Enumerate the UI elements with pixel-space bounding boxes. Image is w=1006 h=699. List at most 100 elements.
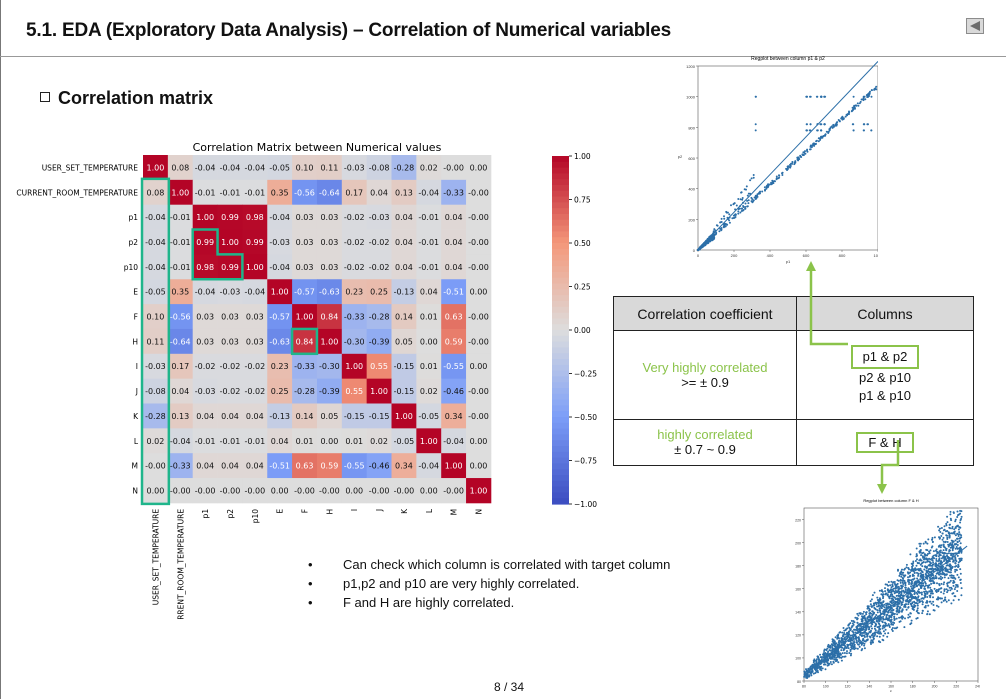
scatter-point <box>863 129 865 132</box>
scatter-point <box>949 589 952 592</box>
scatter-point <box>755 195 758 197</box>
scatter-point <box>852 623 855 626</box>
scatter-point <box>890 620 893 623</box>
previous-slide-button[interactable] <box>966 18 984 34</box>
colorbar-segment <box>552 399 569 406</box>
scatter-point <box>896 591 899 594</box>
scatter-point <box>905 563 908 566</box>
scatter-point <box>907 606 910 608</box>
scatter-point <box>813 143 816 146</box>
heatmap-cell <box>416 304 442 330</box>
heatmap-cell-label: -0.04 <box>145 238 166 247</box>
heatmap-cell <box>192 204 218 230</box>
scatter-point <box>728 213 731 216</box>
heatmap-cell-label: -0.01 <box>220 437 241 446</box>
scatter-point <box>830 657 832 660</box>
heatmap-cell-label: -0.03 <box>145 362 166 371</box>
scatter-point <box>769 183 771 186</box>
scatter-point <box>868 626 871 629</box>
scatter-point <box>754 129 757 132</box>
heatmap-cell-label: 0.03 <box>221 313 239 322</box>
scatter-point <box>728 221 731 224</box>
table-header-coefficient: Correlation coefficient <box>613 296 797 331</box>
heatmap-cell <box>242 328 268 355</box>
scatter-point <box>885 604 888 607</box>
heatmap-cell <box>192 478 218 504</box>
scatter-point <box>902 574 905 577</box>
colorbar-segment <box>552 295 569 302</box>
scatter-point <box>730 204 732 207</box>
heatmap-cell-label: 0.59 <box>445 337 463 346</box>
scatter-point <box>852 620 855 623</box>
scatter-point <box>868 628 871 631</box>
heatmap-cell-label: -0.00 <box>468 337 489 346</box>
scatter-point <box>916 558 918 561</box>
scatter-point <box>928 613 931 616</box>
colorbar-segment <box>552 254 569 261</box>
x-axis-label: p1 <box>786 259 791 264</box>
heatmap-cell <box>267 254 293 280</box>
scatter-point <box>942 599 945 602</box>
heatmap-cell-label: 1.00 <box>196 213 214 222</box>
scatter-point <box>949 549 951 552</box>
scatter-point <box>930 588 932 591</box>
scatter-point <box>866 638 869 641</box>
heatmap-cell <box>292 428 318 454</box>
heatmap-cell-label: -0.04 <box>145 213 166 222</box>
heatmap-cell-label: 0.00 <box>271 486 289 495</box>
scatter-point <box>839 631 842 634</box>
scatter-point <box>862 98 865 101</box>
scatter-point <box>880 632 882 635</box>
heatmap-cell-label: 0.04 <box>246 462 264 471</box>
heatmap-cell-label: -0.04 <box>269 263 290 272</box>
heatmap-cell-label: 0.04 <box>445 263 463 272</box>
heatmap-cell-label: 0.00 <box>345 486 363 495</box>
heatmap-cell <box>192 428 218 454</box>
heatmap-cell-label: -0.01 <box>170 238 191 247</box>
scatter-point <box>907 613 910 616</box>
scatter-point <box>926 542 929 545</box>
scatter-point <box>809 95 811 98</box>
scatter-point <box>819 666 822 669</box>
scatter-point <box>956 590 959 592</box>
scatter-point <box>824 134 826 137</box>
scatter-point <box>746 194 749 197</box>
heatmap-cell <box>242 155 268 181</box>
scatter-point <box>866 123 869 126</box>
scatter-point <box>890 623 893 626</box>
scatter-point <box>775 175 778 178</box>
scatter-point <box>866 605 869 608</box>
scatter-point <box>882 634 885 637</box>
heatmap-cell-label: -0.51 <box>269 462 290 471</box>
scatter-point <box>903 591 906 594</box>
scatter-point <box>859 100 862 103</box>
scatter-point <box>954 534 957 537</box>
scatter-point <box>911 608 914 611</box>
scatter-point <box>955 569 958 572</box>
y-tick-label: 220 <box>795 518 801 522</box>
heatmap-cell-label: -0.57 <box>294 288 315 297</box>
colorbar-segment <box>552 446 569 453</box>
scatter-point <box>951 527 954 530</box>
heatmap-cell-label: 1.00 <box>395 412 413 421</box>
scatter-point <box>754 95 757 98</box>
heatmap-cell <box>143 155 169 181</box>
scatter-point <box>750 177 753 180</box>
scatter-point <box>943 588 946 591</box>
heatmap-cell <box>167 403 194 429</box>
heatmap-col-label: USER_SET_TEMPERATURE <box>151 509 160 606</box>
scatter-point <box>920 597 923 600</box>
scatter-point <box>902 599 905 602</box>
scatter-point <box>820 656 823 659</box>
heatmap-cell <box>242 378 268 404</box>
scatter-point <box>737 212 740 215</box>
heatmap-cell <box>316 353 343 380</box>
scatter-point <box>857 636 860 639</box>
scatter-point <box>921 603 924 606</box>
heatmap-cell-label: 0.00 <box>470 437 488 446</box>
scatter-point <box>946 564 949 567</box>
y-axis-label: p2 <box>678 154 683 159</box>
scatter-point <box>856 612 859 615</box>
scatter-point <box>923 558 925 561</box>
scatter-point <box>896 579 899 582</box>
